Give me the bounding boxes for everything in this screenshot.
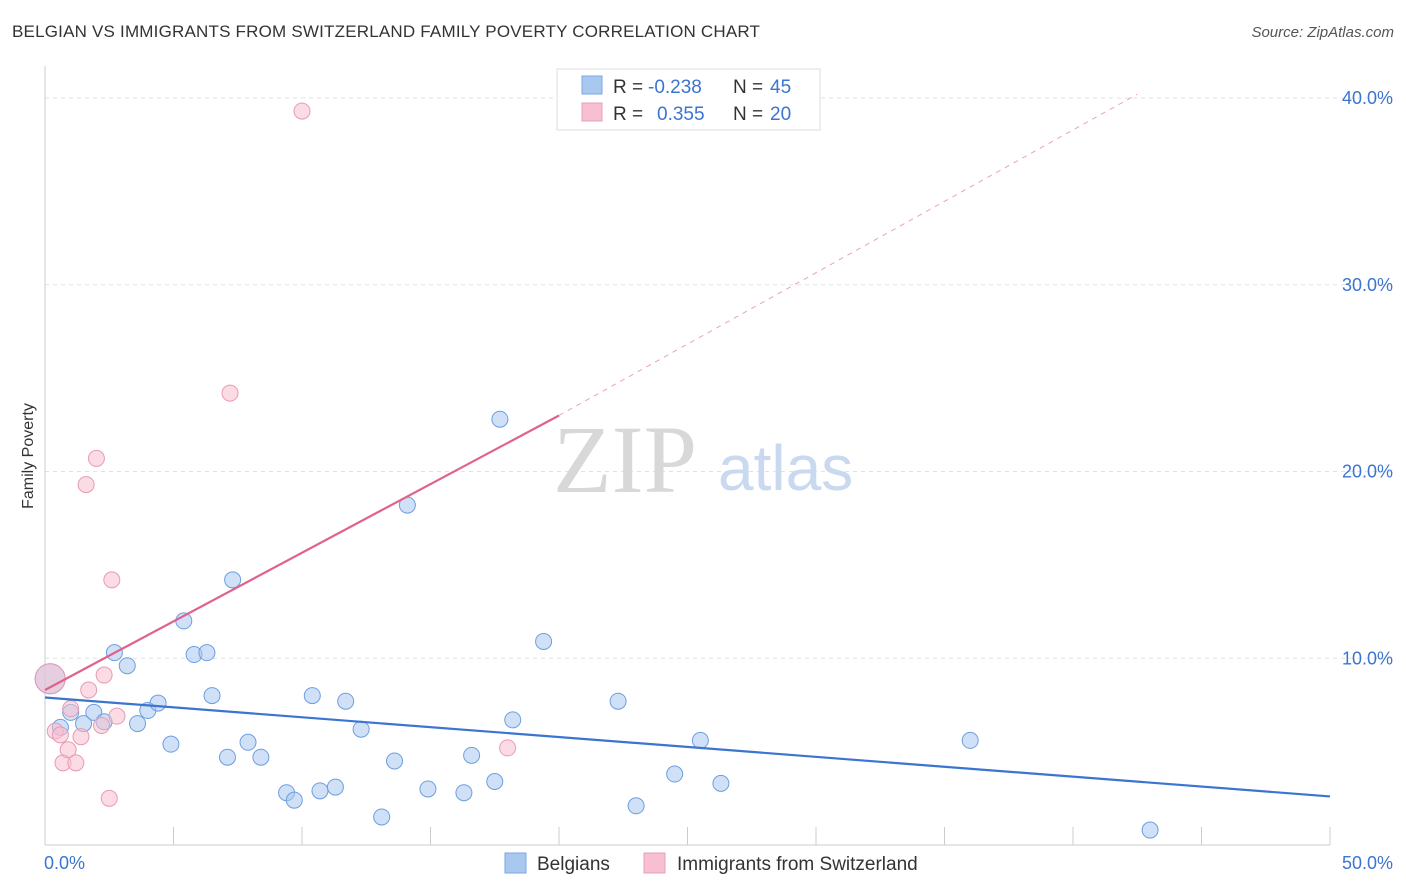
swiss-point (59, 741, 77, 759)
swiss-trend-extension (558, 93, 1138, 416)
swiss-point (221, 384, 239, 402)
y-ticks: 10.0% 20.0% 30.0% 40.0% (1342, 88, 1393, 668)
y-tick-label: 10.0% (1342, 648, 1393, 668)
belgians-point (162, 735, 180, 753)
swiss-point (77, 476, 95, 494)
swiss-point (51, 726, 69, 744)
belgians-point (463, 746, 481, 764)
legend-r-value-2: 0.355 (657, 104, 705, 125)
swiss-point (103, 571, 121, 589)
belgians-point (666, 765, 684, 783)
belgians-point (203, 687, 221, 705)
belgians-point (961, 731, 979, 749)
legend-n-value-2: 20 (770, 104, 791, 125)
belgians-point (627, 797, 645, 815)
belgians-point (691, 731, 709, 749)
belgians-point (311, 782, 329, 800)
y-tick-label: 40.0% (1342, 88, 1393, 108)
belgians-point (252, 748, 270, 766)
trend-lines (44, 93, 1331, 798)
source-label: Source: ZipAtlas.com (1251, 24, 1394, 41)
swiss-point (87, 449, 105, 467)
bottom-legend: Belgians Immigrants from Switzerland (504, 852, 918, 875)
swiss-point (293, 102, 311, 120)
swiss-point (34, 663, 66, 695)
x-tick-label-max: 50.0% (1342, 853, 1393, 873)
legend-n-value-1: 45 (770, 77, 791, 98)
swiss-point (499, 739, 517, 757)
belgians-point (218, 748, 236, 766)
y-axis-label: Family Poverty (20, 403, 37, 509)
belgians-point (491, 410, 509, 428)
legend-swatch-belgians (581, 75, 603, 95)
belgians-point (149, 694, 167, 712)
belgians-point (326, 778, 344, 796)
y-tick-label: 20.0% (1342, 462, 1393, 482)
bottom-legend-swatch-swiss (643, 852, 666, 874)
belgians-point (455, 784, 473, 802)
axes (44, 66, 1331, 846)
swiss-point (72, 728, 90, 746)
bottom-legend-swiss: Immigrants from Switzerland (677, 854, 918, 875)
chart-title: BELGIAN VS IMMIGRANTS FROM SWITZERLAND F… (12, 22, 761, 41)
belgians-point (303, 687, 321, 705)
bottom-legend-swatch-belgians (504, 852, 527, 874)
belgians-point (198, 644, 216, 662)
belgians-point (712, 774, 730, 792)
swiss-point (80, 681, 98, 699)
watermark: ZIP atlas (553, 406, 853, 513)
belgians-point (118, 657, 136, 675)
belgians-point (386, 752, 404, 770)
legend-n-label-2: N = (733, 104, 763, 125)
swiss-point (93, 716, 111, 734)
belgians-point (1141, 821, 1159, 839)
watermark-zip: ZIP (553, 406, 697, 513)
belgians-point (504, 711, 522, 729)
swiss-point (67, 754, 85, 772)
gridlines (45, 97, 1392, 659)
belgians-point (535, 632, 553, 650)
belgians-trend-line (44, 696, 1331, 798)
belgians-point (239, 733, 257, 751)
belgians-point (337, 692, 355, 710)
swiss-trend-line (44, 414, 560, 691)
swiss-points (34, 102, 517, 807)
swiss-point (62, 700, 80, 718)
belgians-point (285, 791, 303, 809)
belgians-point (609, 692, 627, 710)
y-tick-label: 30.0% (1342, 275, 1393, 295)
watermark-atlas: atlas (718, 432, 853, 504)
x-tick-label-min: 0.0% (44, 853, 85, 873)
belgians-point (224, 571, 242, 589)
legend-swatch-swiss (581, 102, 603, 122)
belgians-point (419, 780, 437, 798)
swiss-point (95, 666, 113, 684)
swiss-point (108, 707, 126, 725)
belgians-point (373, 808, 391, 826)
belgians-point (352, 720, 370, 738)
legend-r-label-2: R = (613, 104, 643, 125)
legend-box: R = -0.238 N = 45 R = 0.355 N = 20 (556, 68, 821, 131)
legend-r-value-1: -0.238 (648, 77, 702, 98)
swiss-point (100, 789, 118, 807)
legend-r-label-1: R = (613, 77, 643, 98)
legend-n-label-1: N = (733, 77, 763, 98)
bottom-legend-belgians: Belgians (537, 854, 610, 875)
belgians-point (486, 773, 504, 791)
belgians-point (129, 715, 147, 733)
